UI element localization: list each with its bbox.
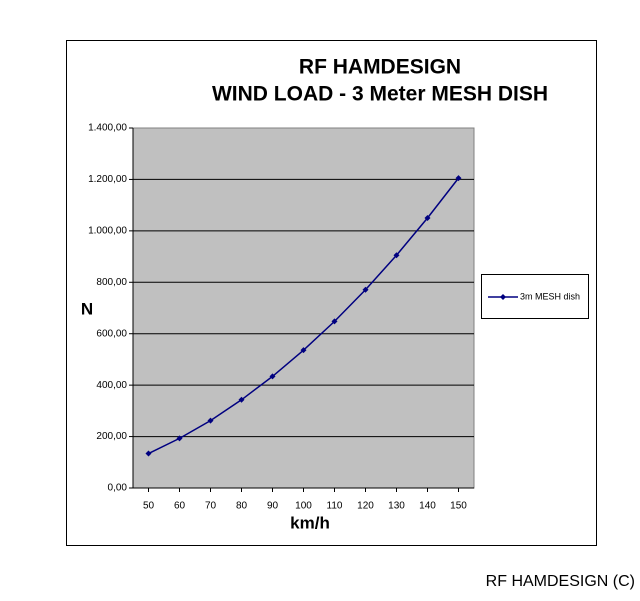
data-point — [455, 175, 462, 182]
y-tick-label: 1.200,00 — [88, 174, 127, 185]
y-axis-title: N — [81, 299, 93, 318]
data-point — [424, 215, 431, 221]
y-tick-label: 400,00 — [96, 380, 127, 391]
x-tick-label: 100 — [295, 501, 312, 512]
x-tick-label: 50 — [143, 501, 155, 512]
y-tick-label: 1.000,00 — [88, 225, 127, 236]
chart-title: RF HAMDESIGN — [299, 56, 461, 79]
y-tick-label: 0,00 — [108, 483, 128, 494]
data-point — [145, 450, 152, 457]
plot-area — [132, 127, 475, 489]
data-point — [207, 417, 214, 424]
x-tick-label: 70 — [205, 501, 217, 512]
x-tick-label: 140 — [419, 501, 436, 512]
x-tick-label: 90 — [267, 501, 279, 512]
legend-marker — [500, 294, 506, 300]
y-tick-label: 600,00 — [96, 328, 127, 339]
data-point — [176, 435, 183, 442]
legend-label: 3m MESH dish — [520, 291, 580, 301]
data-point — [331, 318, 338, 325]
data-point — [362, 286, 369, 293]
y-tick-label: 800,00 — [96, 277, 127, 288]
x-tick-label: 60 — [174, 501, 186, 512]
footer: RF HAMDESIGN (C) — [486, 573, 635, 590]
data-point — [300, 347, 307, 354]
x-axis-title: km/h — [290, 513, 330, 532]
x-tick-label: 110 — [327, 501, 343, 512]
x-tick-label: 120 — [357, 501, 374, 512]
y-tick-label: 1.400,00 — [88, 123, 127, 134]
y-tick-label: 200,00 — [96, 431, 127, 442]
data-point — [393, 252, 400, 259]
data-point — [269, 373, 276, 380]
x-tick-label: 130 — [388, 501, 405, 512]
data-point — [238, 396, 245, 403]
chart-subtitle: WIND LOAD - 3 Meter MESH DISH — [212, 83, 548, 106]
x-tick-label: 150 — [450, 501, 467, 512]
x-tick-label: 80 — [236, 501, 248, 512]
